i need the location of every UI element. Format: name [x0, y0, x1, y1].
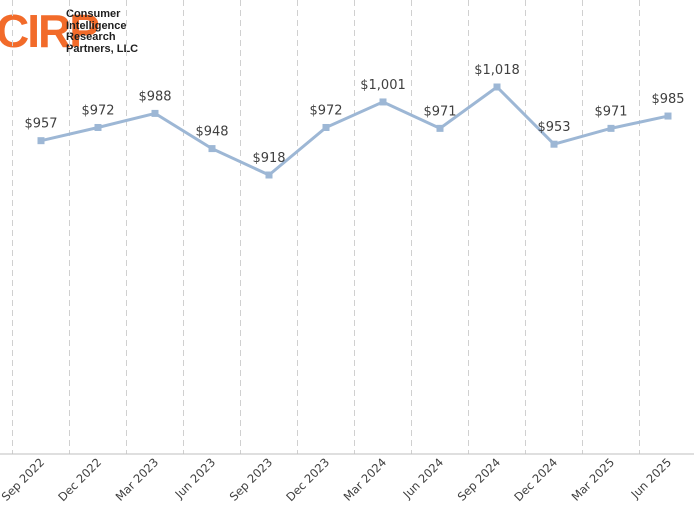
data-point — [151, 109, 159, 117]
data-label: $957 — [24, 117, 57, 132]
x-tick-label: Jun 2024 — [400, 455, 447, 502]
series-line — [40, 85, 669, 177]
data-point — [37, 137, 45, 145]
x-tick-label: Jun 2025 — [628, 455, 675, 502]
logo-line-3: Research — [66, 31, 116, 43]
x-tick-label: Sep 2022 — [0, 455, 47, 504]
x-tick-label: Dec 2023 — [283, 455, 332, 504]
data-label: $1,001 — [360, 78, 406, 93]
data-point — [208, 145, 216, 153]
x-tick-label: Jun 2023 — [172, 455, 219, 502]
x-tick-label: Mar 2024 — [341, 455, 390, 504]
x-tick-label: Mar 2023 — [113, 455, 162, 504]
logo-line-2: Intelligence — [66, 19, 127, 32]
data-label: $948 — [195, 125, 228, 140]
x-tick-label: Dec 2022 — [55, 455, 104, 504]
logo-mark: CIRP — [0, 5, 100, 57]
data-label: $971 — [423, 104, 456, 119]
data-point — [607, 124, 615, 132]
data-point — [550, 140, 558, 148]
data-label: $953 — [537, 120, 570, 135]
data-point — [265, 171, 273, 179]
data-label: $1,018 — [474, 63, 520, 78]
data-label: $988 — [138, 89, 171, 104]
data-point — [436, 124, 444, 132]
data-point — [322, 123, 330, 131]
data-point — [493, 83, 501, 91]
x-tick-label: Dec 2024 — [511, 455, 560, 504]
logo-line-4: Partners, LLC — [66, 42, 139, 55]
data-point — [94, 123, 102, 131]
data-label: $972 — [81, 103, 114, 118]
x-tick-label: Sep 2023 — [227, 455, 276, 504]
data-label: $971 — [594, 104, 627, 119]
data-point — [664, 112, 672, 120]
data-point — [379, 98, 387, 106]
data-label: $985 — [651, 92, 684, 107]
logo-text: Consumer Intelligence Research Partners,… — [66, 8, 156, 55]
data-label: $918 — [252, 151, 285, 166]
data-label: $972 — [309, 103, 342, 118]
x-tick-label: Sep 2024 — [455, 455, 504, 504]
logo-line-1: Consumer — [66, 8, 121, 20]
x-tick-label: Mar 2025 — [569, 455, 618, 504]
